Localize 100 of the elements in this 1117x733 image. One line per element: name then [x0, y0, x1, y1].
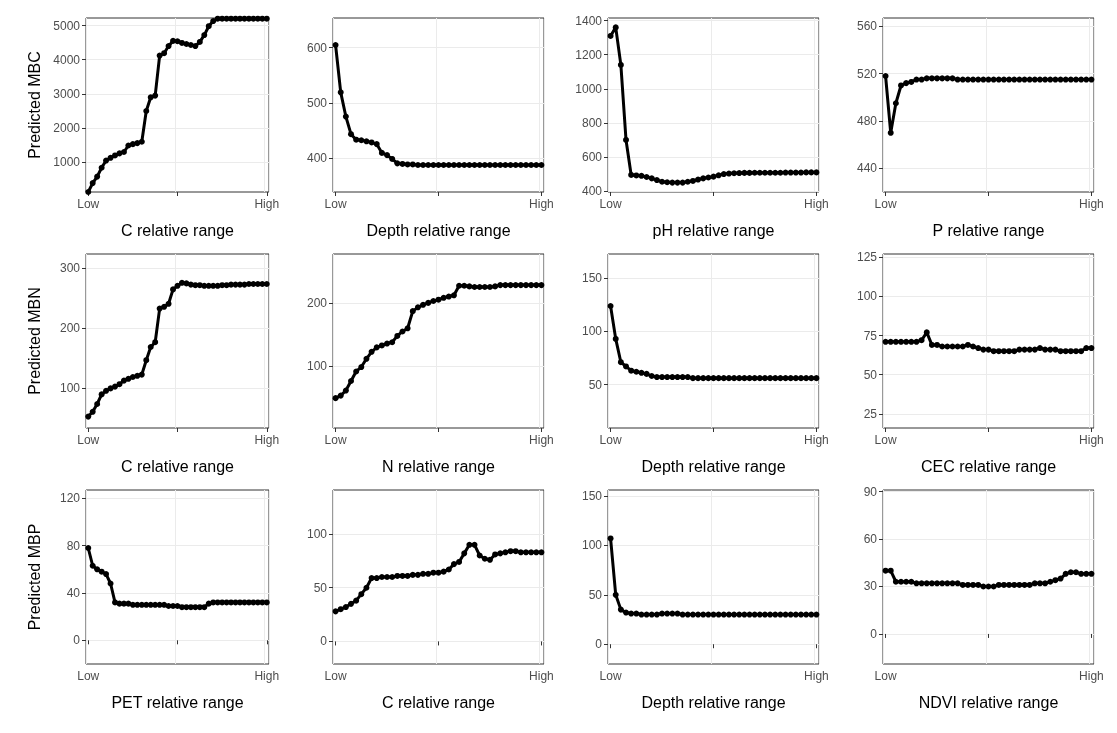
x-tick-label: Low [599, 669, 622, 683]
point [995, 348, 1002, 355]
point [782, 375, 789, 382]
point [1067, 569, 1074, 576]
point [731, 375, 738, 382]
point [120, 149, 127, 155]
x-axis-title: C relative range [382, 693, 496, 711]
point [116, 381, 123, 388]
point [1088, 570, 1095, 577]
point [332, 41, 339, 48]
point [481, 555, 488, 562]
point [995, 581, 1002, 588]
point [882, 567, 889, 574]
point [486, 162, 493, 169]
point [103, 571, 110, 578]
x-tick-label: High [1079, 669, 1104, 683]
x-tick-label: High [529, 669, 554, 683]
point [731, 170, 738, 177]
point [612, 24, 619, 31]
point [720, 375, 727, 382]
point [389, 574, 396, 580]
y-tick-label: 40 [66, 585, 81, 600]
point [761, 375, 768, 382]
point [648, 373, 655, 380]
point [653, 374, 660, 381]
point [648, 175, 655, 182]
point [210, 18, 217, 25]
point [659, 374, 666, 381]
line-series [85, 15, 270, 195]
x-tick-label: High [804, 197, 829, 211]
point [892, 338, 899, 345]
point [756, 169, 763, 176]
point [94, 173, 101, 180]
point [161, 303, 168, 310]
point [471, 541, 478, 548]
y-tick-label: 3000 [53, 86, 81, 101]
point [990, 348, 997, 355]
point [607, 32, 614, 39]
point [1021, 76, 1028, 83]
point [373, 575, 380, 582]
point [85, 545, 92, 551]
point [908, 578, 915, 585]
point [94, 401, 101, 407]
point [161, 601, 168, 608]
point [1062, 348, 1069, 355]
point [684, 178, 691, 185]
point [689, 177, 696, 184]
point [944, 75, 951, 82]
point [1036, 345, 1043, 352]
y-tick-label: 1400 [575, 13, 603, 28]
point [456, 282, 463, 289]
x-tick-label: Low [77, 197, 100, 211]
point [445, 566, 452, 573]
point [772, 169, 779, 176]
x-tick-label: High [254, 669, 280, 683]
point [103, 157, 110, 164]
point [420, 570, 427, 577]
point [1000, 581, 1007, 588]
point [435, 569, 442, 576]
point [617, 359, 624, 366]
y-tick-label: 5000 [53, 18, 81, 33]
point [617, 61, 624, 68]
point [394, 572, 401, 579]
point [1083, 570, 1090, 577]
point [497, 282, 504, 289]
point [399, 160, 406, 167]
point [420, 301, 427, 308]
point [903, 80, 910, 87]
point [533, 282, 540, 289]
x-tick-label: Low [324, 433, 347, 447]
point [337, 89, 344, 96]
point [623, 609, 630, 616]
point [1052, 76, 1059, 83]
point [497, 162, 504, 169]
point [263, 599, 270, 606]
point [803, 375, 810, 382]
point [263, 281, 270, 287]
point [939, 580, 946, 587]
y-tick-label: 560 [856, 19, 878, 34]
y-tick-label: 400 [306, 150, 328, 165]
point [623, 363, 630, 370]
point [425, 299, 432, 306]
point [715, 172, 722, 179]
point [404, 572, 411, 579]
point [363, 584, 370, 591]
point [1072, 569, 1079, 576]
point [1047, 578, 1054, 585]
y-tick-label: 50 [588, 377, 603, 392]
point [975, 581, 982, 588]
point [985, 76, 992, 83]
point [736, 375, 743, 382]
point [1062, 570, 1069, 577]
point [358, 591, 365, 598]
point [1057, 76, 1064, 83]
point [471, 284, 478, 291]
point [399, 572, 406, 579]
point [466, 283, 473, 290]
y-tick-label: 100 [306, 359, 328, 374]
point [143, 107, 150, 114]
point [939, 75, 946, 82]
